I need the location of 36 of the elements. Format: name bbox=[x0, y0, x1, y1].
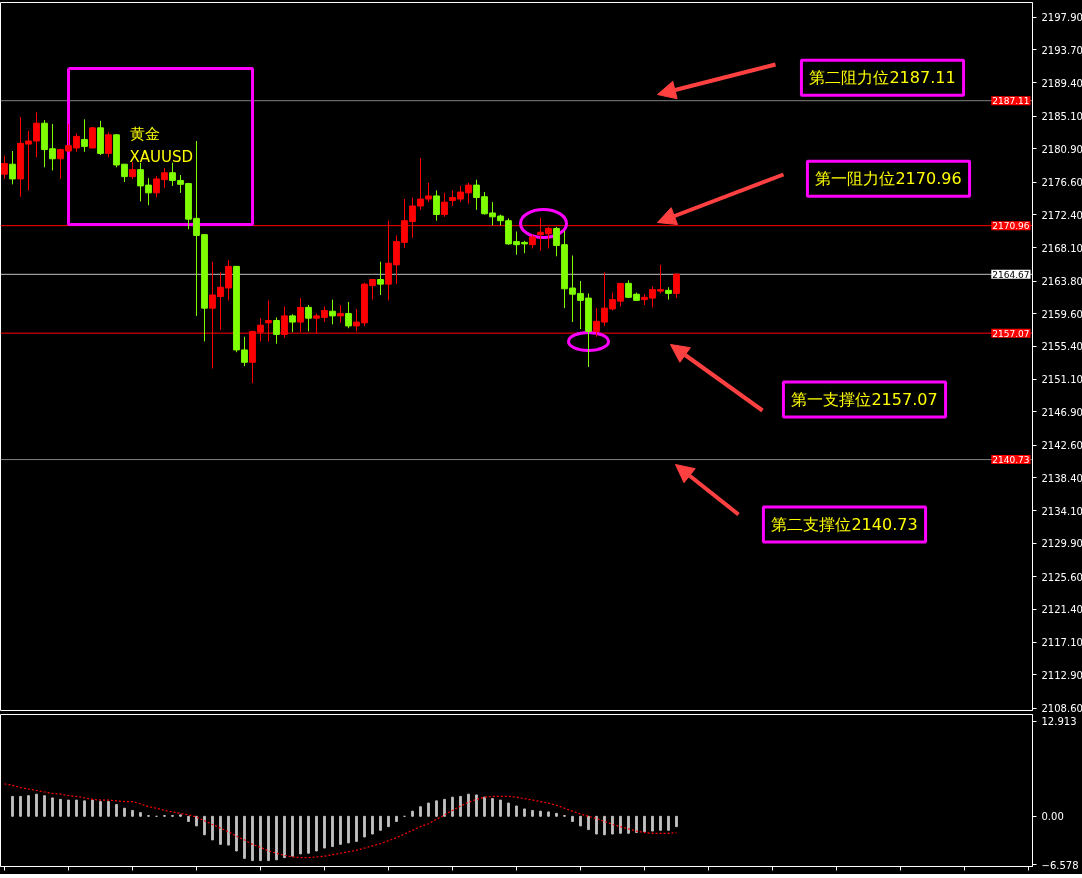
y-tick-label: 2168.10 bbox=[1041, 242, 1082, 254]
ref-line-label: 2140.73 bbox=[992, 455, 1030, 466]
annotation: 第一阻力位2170.96 bbox=[815, 169, 962, 189]
y-tick-label: 2129.90 bbox=[1041, 538, 1082, 550]
y-tick-label: 2117.10 bbox=[1041, 637, 1082, 649]
y-tick-label: −6.578 bbox=[1041, 859, 1079, 871]
y-tick-label: 2180.90 bbox=[1041, 143, 1082, 155]
y-tick-label: 2121.40 bbox=[1041, 604, 1082, 616]
y-tick-label: 2151.10 bbox=[1041, 374, 1082, 386]
annotation: 第一支撑位2157.07 bbox=[791, 390, 938, 409]
ref-line-label: 2157.07 bbox=[992, 328, 1030, 339]
y-tick-label: 2142.60 bbox=[1041, 440, 1082, 452]
annotation: XAUUSD bbox=[129, 147, 194, 166]
annotation: 第二阻力位2187.11 bbox=[809, 68, 956, 88]
y-tick-label: 2112.90 bbox=[1041, 669, 1082, 681]
y-tick-label: 2172.40 bbox=[1041, 209, 1082, 221]
ref-line-label: 2170.96 bbox=[992, 221, 1030, 232]
y-tick-label: 2155.40 bbox=[1041, 341, 1082, 353]
y-tick-label: 2176.60 bbox=[1041, 177, 1082, 189]
annotation: 黄金 bbox=[129, 124, 160, 143]
annotation: 第二支撑位2140.73 bbox=[771, 515, 918, 534]
y-tick-label: 2197.90 bbox=[1041, 12, 1082, 24]
ref-line-label: 2187.11 bbox=[992, 96, 1030, 107]
y-tick-label: 2125.60 bbox=[1041, 571, 1082, 583]
y-tick-label: 2108.60 bbox=[1041, 703, 1082, 715]
y-tick-label: 12.913 bbox=[1041, 716, 1077, 728]
y-tick-label: 2163.80 bbox=[1041, 276, 1082, 288]
ref-line-label: 2164.67 bbox=[992, 269, 1030, 280]
y-tick-label: 2193.70 bbox=[1041, 44, 1082, 56]
y-tick-label: 2134.10 bbox=[1041, 505, 1082, 517]
y-tick-label: 2185.10 bbox=[1041, 111, 1082, 123]
y-tick-label: 2159.60 bbox=[1041, 308, 1082, 320]
y-tick-label: 2146.90 bbox=[1041, 406, 1082, 418]
y-tick-label: 2189.40 bbox=[1041, 77, 1082, 89]
y-tick-label: 0.00 bbox=[1041, 811, 1064, 823]
y-tick-label: 2138.40 bbox=[1041, 472, 1082, 484]
